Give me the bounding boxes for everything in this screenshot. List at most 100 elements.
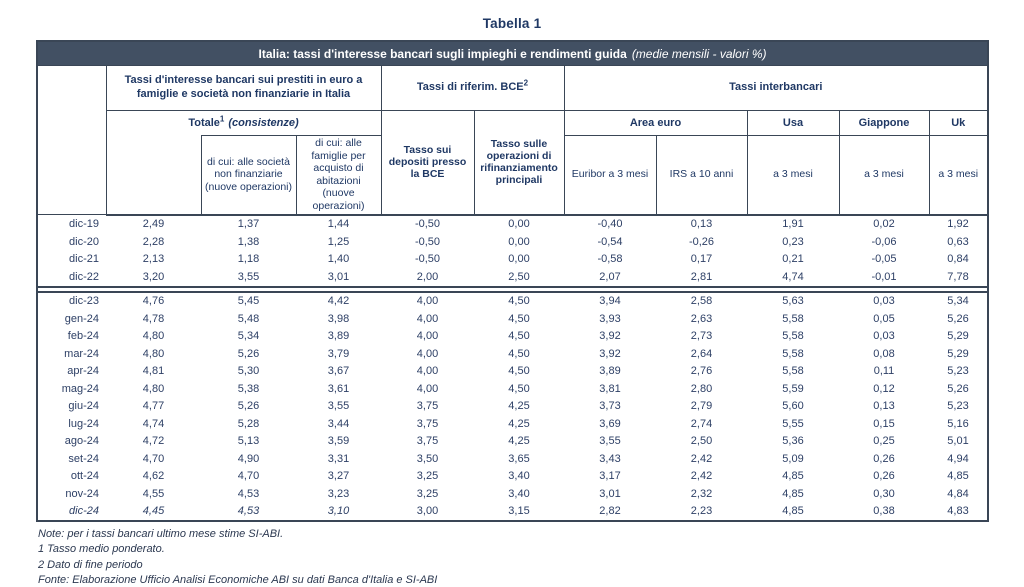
value-cell: 5,58 [782, 365, 804, 378]
value-cell: 0,00 [508, 218, 530, 231]
row-label: feb-24 [67, 330, 99, 343]
value-cell: 2,00 [416, 270, 439, 283]
value-cell: 2,32 [690, 487, 713, 500]
rows-block-recent: dic-23 4,76 5,45 4,42 4,00 4,50 3,94 2,58 5,63 0,… [37, 292, 988, 522]
value-cell: -0,58 [597, 253, 623, 266]
value-cell: 1,44 [327, 218, 350, 231]
value-cell: 4,00 [416, 295, 439, 308]
value-cell: 5,26 [237, 400, 260, 413]
block-separator [37, 285, 989, 293]
value-cell: 5,13 [237, 435, 260, 448]
value-cell: 3,75 [416, 400, 439, 413]
value-cell: 2,63 [690, 312, 713, 325]
value-cell: -0,06 [871, 235, 897, 248]
value-cell: 2,76 [690, 365, 713, 378]
value-cell: 0,00 [508, 253, 530, 266]
value-cell: 2,28 [142, 235, 165, 248]
value-cell: 0,11 [873, 365, 895, 378]
note-line: Note: per i tassi bancari ultimo mese st… [38, 528, 284, 541]
row-label: mar-24 [64, 347, 99, 360]
value-cell: 4,45 [142, 505, 165, 518]
value-cell: 5,26 [947, 312, 969, 325]
separator-cell [37, 285, 989, 293]
table-row: apr-24 4,81 5,30 3,67 4,00 4,50 3,89 2,76 5,58 0,… [37, 363, 988, 381]
table-row: dic-19 2,49 1,37 1,44 -0,50 0,00 -0,40 0,13 1,91… [37, 215, 988, 234]
value-cell: 5,16 [947, 417, 969, 430]
value-cell: 0,02 [873, 218, 895, 231]
value-cell: 4,25 [508, 400, 530, 413]
col-irs-header: IRS a 10 anni [655, 134, 748, 216]
value-cell: 4,00 [416, 312, 439, 325]
value-cell: 3,17 [599, 470, 621, 483]
value-cell: 1,92 [947, 218, 969, 231]
value-cell: 5,36 [782, 435, 804, 448]
table-title-bar: Italia: tassi d'interesse bancari sugli … [36, 40, 989, 66]
value-cell: 3,75 [416, 417, 439, 430]
value-cell: 4,90 [237, 452, 260, 465]
value-cell: 0,26 [873, 452, 895, 465]
value-cell: 5,26 [947, 382, 969, 395]
value-cell: 2,42 [690, 452, 713, 465]
value-cell: 0,12 [873, 382, 895, 395]
value-cell: 3,43 [599, 452, 621, 465]
value-cell: 2,50 [690, 435, 713, 448]
value-cell: 3,55 [237, 270, 260, 283]
value-cell: 3,25 [416, 487, 439, 500]
value-cell: 3,00 [416, 505, 439, 518]
value-cell: 0,15 [873, 417, 895, 430]
table-row: gen-24 4,78 5,48 3,98 4,00 4,50 3,93 2,63 5,58 0,… [37, 310, 988, 328]
value-cell: 3,89 [599, 365, 621, 378]
note-line: Fonte: Elaborazione Ufficio Analisi Econ… [38, 573, 438, 586]
value-cell: 0,21 [782, 253, 804, 266]
value-cell: 5,30 [237, 365, 260, 378]
value-cell: 5,28 [237, 417, 260, 430]
value-cell: 4,53 [237, 487, 260, 500]
col-giappone-3m-header: a 3 mesi [838, 134, 930, 216]
value-cell: 0,38 [873, 505, 895, 518]
value-cell: 4,50 [508, 347, 530, 360]
value-cell: 1,37 [237, 218, 260, 231]
value-cell: 5,45 [237, 295, 260, 308]
value-cell: 4,50 [508, 382, 530, 395]
value-cell: -0,54 [597, 235, 623, 248]
value-cell: 1,38 [237, 235, 260, 248]
col-euribor-header: Euribor a 3 mesi [563, 134, 657, 216]
row-label: nov-24 [65, 487, 99, 500]
row-label: lug-24 [68, 417, 99, 430]
value-cell: 4,76 [142, 295, 165, 308]
value-cell: 4,85 [947, 470, 969, 483]
value-cell: 2,82 [599, 505, 621, 518]
rates-table: Italia: tassi d'interesse bancari sugli … [36, 40, 990, 523]
value-cell: 4,84 [947, 487, 969, 500]
value-cell: 0,03 [873, 330, 895, 343]
value-cell: 3,69 [599, 417, 621, 430]
value-cell: 5,01 [947, 435, 969, 448]
table-row: dic-20 2,28 1,38 1,25 -0,50 0,00 -0,54 -0,26 0,2… [37, 233, 988, 251]
value-cell: 3,15 [508, 505, 530, 518]
row-label: ago-24 [64, 435, 99, 448]
value-cell: 0,84 [947, 253, 969, 266]
bce-superscript: 2 [523, 78, 529, 88]
value-cell: 5,63 [782, 295, 804, 308]
note-line: 2 Dato di fine periodo [38, 558, 143, 571]
value-cell: 2,07 [599, 270, 621, 283]
row-label: ott-24 [70, 470, 99, 483]
value-cell: 0,13 [873, 400, 895, 413]
value-cell: 0,08 [873, 347, 895, 360]
header-columns-row: di cui: alle società non finanziarie (nu… [37, 134, 989, 216]
value-cell: 2,79 [690, 400, 713, 413]
value-cell: 3,27 [327, 470, 350, 483]
value-cell: 7,78 [947, 270, 969, 283]
value-cell: 3,01 [599, 487, 621, 500]
value-cell: 4,53 [237, 505, 260, 518]
row-label: dic-21 [69, 253, 99, 266]
row-label: dic-24 [69, 505, 99, 518]
value-cell: 5,48 [237, 312, 260, 325]
table-row: lug-24 4,74 5,28 3,44 3,75 4,25 3,69 2,74 5,55 0,… [37, 415, 988, 433]
value-cell: 4,80 [142, 382, 165, 395]
value-cell: 2,50 [508, 270, 530, 283]
col-famiglie-header: di cui: alle famiglie per acquisto di ab… [295, 134, 382, 216]
value-cell: 3,44 [327, 417, 350, 430]
table-row: dic-24 4,45 4,53 3,10 3,00 3,15 2,82 2,23 4,85 0,… [37, 503, 988, 522]
value-cell: 4,70 [142, 452, 165, 465]
